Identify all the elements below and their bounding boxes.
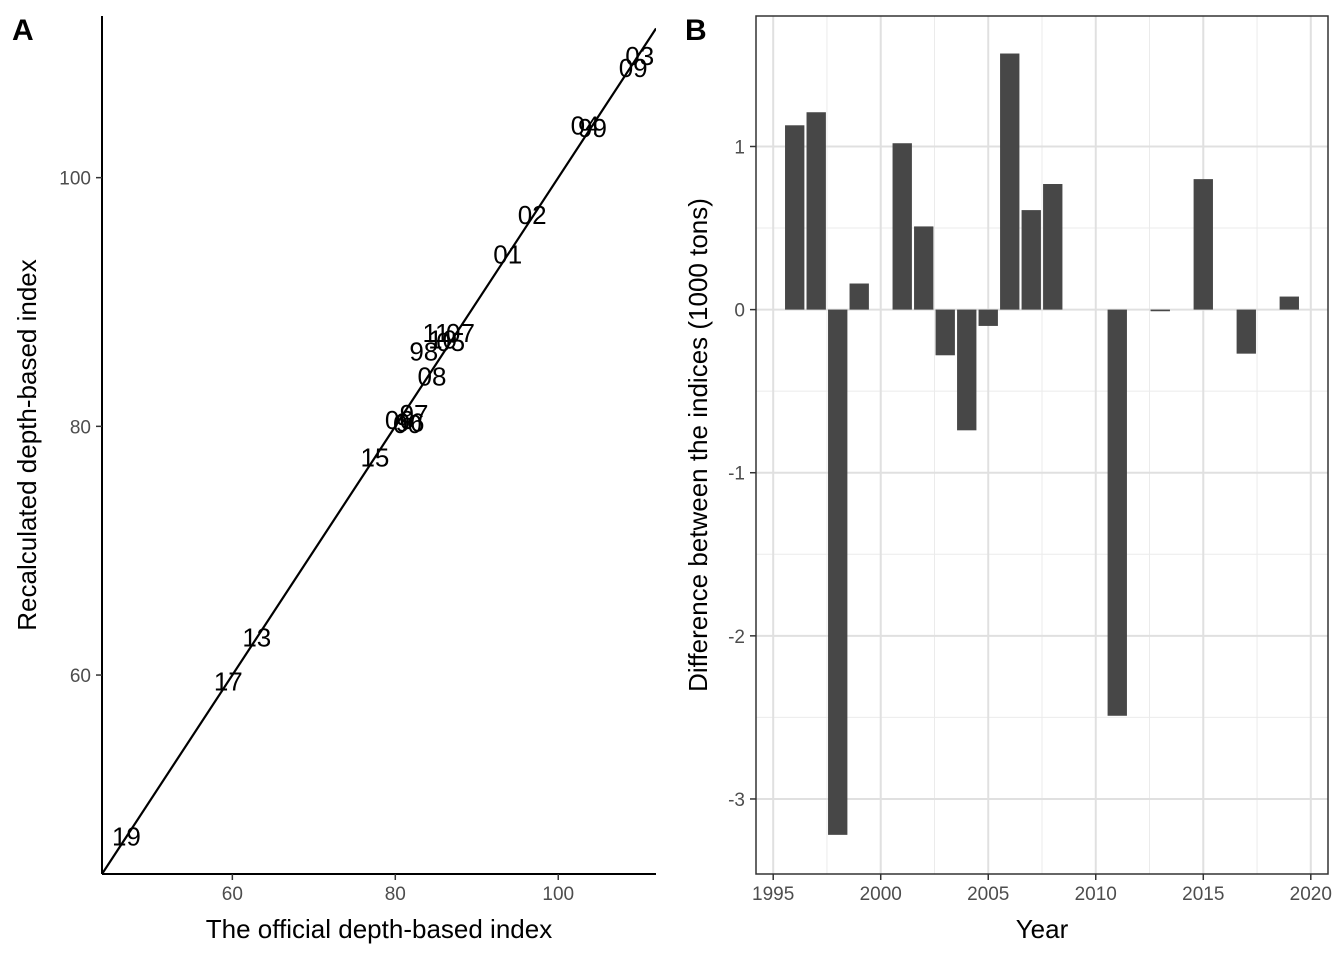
y-tick-label: -1 — [728, 464, 745, 485]
point-label-03: 03 — [625, 41, 654, 71]
x-tick-label: 2000 — [860, 884, 902, 905]
point-label-07: 07 — [446, 318, 475, 348]
x-tick-label: 80 — [385, 884, 406, 905]
point-label-97: 97 — [400, 399, 429, 429]
bar-1998 — [828, 309, 848, 835]
reference-line — [102, 27, 656, 874]
bar-2015 — [1193, 179, 1213, 310]
bar-2011 — [1107, 309, 1127, 716]
bar-1996 — [785, 125, 805, 310]
bar-2001 — [892, 143, 912, 310]
bar-2017 — [1236, 309, 1256, 354]
point-label-10: 10 — [428, 324, 457, 354]
panel-b-border — [755, 15, 1329, 875]
bar-2006 — [1000, 53, 1020, 310]
panel-b: 1995 2000 2005 2010 2015 2020 -3 -2 -1 0 1 Year Diff… — [683, 15, 1332, 944]
y-tick-label: 80 — [70, 417, 91, 438]
point-label-99: 99 — [578, 113, 607, 143]
point-label-01: 01 — [493, 240, 522, 270]
bar-2007 — [1021, 210, 1041, 310]
x-tick-label: 2005 — [967, 884, 1009, 905]
x-tick-label: 2020 — [1290, 884, 1332, 905]
point-label-00: 00 — [393, 409, 422, 439]
point-label-02: 02 — [518, 200, 547, 230]
point-label-08: 08 — [417, 362, 446, 392]
x-axis-title: The official depth-based index — [206, 914, 552, 944]
x-tick-label: 2010 — [1075, 884, 1117, 905]
y-tick-label: 0 — [734, 301, 745, 322]
y-tick-label: 1 — [734, 137, 745, 158]
point-label-13: 13 — [242, 623, 271, 653]
bar-2013 — [1150, 309, 1170, 312]
point-label-06: 06 — [385, 405, 414, 435]
y-axis-title: Difference between the indices (1000 ton… — [683, 198, 713, 692]
point-label-98: 98 — [409, 337, 438, 367]
point-label-04: 04 — [571, 110, 600, 140]
point-label-96: 96 — [395, 408, 424, 438]
y-tick-label: 60 — [70, 666, 91, 687]
bar-2019 — [1279, 296, 1299, 310]
bar-2008 — [1043, 184, 1063, 310]
y-tick-label: -2 — [728, 627, 745, 648]
panel-b-letter: B — [685, 14, 707, 47]
x-tick-label: 100 — [542, 884, 574, 905]
point-label-19: 19 — [112, 822, 141, 852]
point-label-15: 15 — [360, 442, 389, 472]
bar-2004 — [957, 309, 977, 431]
y-axis-title: Recalculated depth-based index — [12, 259, 42, 630]
bar-2005 — [978, 309, 998, 326]
bar-1999 — [849, 283, 869, 310]
bar-2002 — [914, 226, 934, 310]
x-tick-label: 2015 — [1182, 884, 1224, 905]
y-tick-label: -3 — [728, 790, 745, 811]
point-label-11: 11 — [423, 318, 450, 348]
x-axis-title: Year — [1016, 914, 1069, 944]
x-tick-label: 60 — [222, 884, 243, 905]
point-label-05: 05 — [436, 327, 465, 357]
point-label-17: 17 — [214, 666, 243, 696]
bar-2003 — [935, 309, 955, 356]
panel-a-letter: A — [12, 14, 34, 47]
x-tick-label: 1995 — [752, 884, 794, 905]
bar-1997 — [806, 112, 826, 310]
y-tick-label: 100 — [59, 169, 91, 190]
point-label-09: 09 — [619, 53, 648, 83]
